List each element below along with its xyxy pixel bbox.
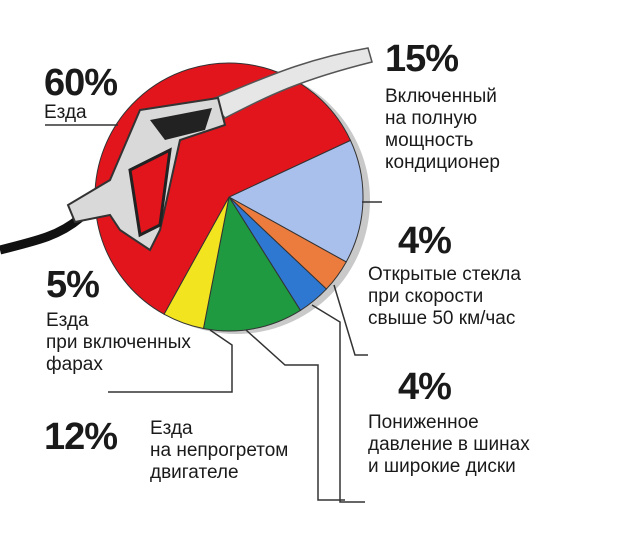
label-text: свыше 50 км/час	[368, 308, 516, 329]
percent-label: 4%	[398, 220, 452, 262]
leader-line-5	[108, 329, 233, 393]
label-12: 12%	[44, 416, 118, 458]
label-12-text: Езда на непрогретом двигателе	[150, 418, 288, 484]
label-4-tires: 4% Пониженное давление в шинах и широкие…	[368, 368, 530, 478]
percent-label: 5%	[46, 264, 100, 306]
label-text: Езда	[46, 310, 89, 331]
label-text: Включенный	[385, 86, 497, 107]
leader-line-4a	[333, 284, 368, 356]
label-text: фарах	[46, 354, 103, 375]
leader-line-12	[245, 329, 345, 501]
leader-line-4b	[311, 304, 365, 503]
percent-label: 60%	[44, 62, 118, 104]
label-text: кондиционер	[385, 152, 500, 173]
label-text: Пониженное	[368, 412, 479, 433]
label-15: 15% Включенный на полную мощность кондиц…	[385, 40, 500, 174]
label-text: Открытые стекла	[368, 264, 521, 285]
hose-icon	[0, 214, 83, 255]
percent-label: 4%	[398, 366, 452, 408]
fuel-nozzle-icon	[66, 47, 373, 252]
pie-slice-12	[202, 195, 302, 332]
label-text: на непрогретом	[150, 440, 289, 461]
percent-label: 12%	[44, 416, 118, 458]
label-text: и широкие диски	[368, 456, 516, 477]
label-text: на полную	[385, 108, 478, 129]
label-text: Езда	[44, 102, 87, 123]
label-text: при скорости	[368, 286, 484, 307]
label-text: при включенных	[46, 332, 191, 353]
label-text: мощность	[385, 130, 474, 151]
label-text: давление в шинах	[368, 434, 530, 455]
label-4-windows: 4% Открытые стекла при скорости свыше 50…	[368, 222, 521, 330]
label-5: 5% Езда при включенных фарах	[46, 266, 191, 376]
label-text: Езда	[150, 418, 193, 439]
label-60: 60% Езда	[44, 62, 118, 124]
percent-label: 15%	[385, 38, 459, 80]
label-text: двигателе	[150, 462, 239, 483]
